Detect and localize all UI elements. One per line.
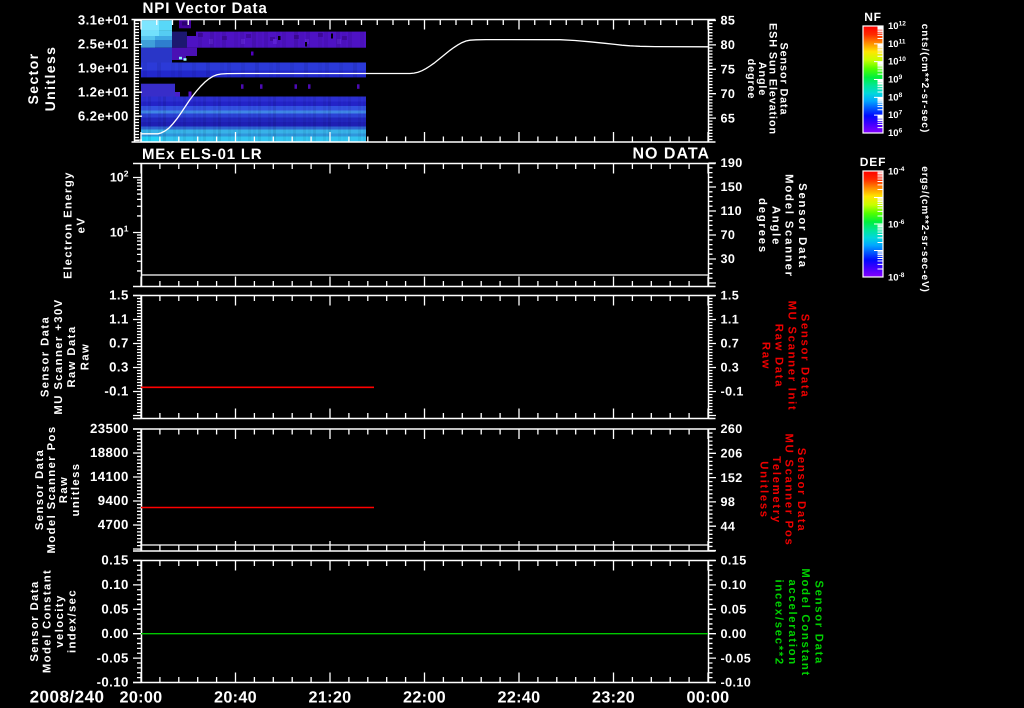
svg-text:1010: 1010: [888, 56, 906, 68]
svg-text:2.5e+01: 2.5e+01: [78, 37, 129, 52]
svg-text:18800: 18800: [90, 445, 129, 460]
svg-text:108: 108: [888, 92, 903, 104]
svg-text:00:00: 00:00: [687, 688, 730, 706]
svg-text:65: 65: [721, 111, 736, 125]
svg-text:109: 109: [888, 74, 903, 86]
svg-text:1.9e+01: 1.9e+01: [78, 61, 129, 76]
svg-text:Sensor DataModel Constantveloc: Sensor DataModel Constantvelocityindex/s…: [29, 569, 78, 673]
svg-text:80: 80: [721, 38, 736, 52]
svg-text:0.7: 0.7: [109, 336, 129, 351]
svg-text:107: 107: [888, 110, 903, 122]
svg-text:0.3: 0.3: [721, 361, 740, 375]
svg-text:ergs/(cm**2-sr-sec-eV): ergs/(cm**2-sr-sec-eV): [919, 166, 930, 293]
svg-text:106: 106: [888, 128, 903, 140]
svg-text:23:20: 23:20: [592, 688, 635, 706]
svg-text:Sensor DataESH Sun ElevationAn: Sensor DataESH Sun ElevationAngledegree: [745, 23, 789, 135]
svg-text:260: 260: [721, 422, 743, 436]
svg-text:21:20: 21:20: [309, 688, 352, 706]
svg-text:9400: 9400: [98, 493, 129, 508]
svg-text:0.15: 0.15: [721, 554, 747, 568]
svg-text:1012: 1012: [888, 21, 906, 33]
svg-text:2008/240: 2008/240: [30, 687, 105, 706]
svg-text:75: 75: [721, 63, 736, 77]
svg-text:1.2e+01: 1.2e+01: [78, 84, 129, 99]
svg-text:-0.10: -0.10: [721, 676, 752, 690]
svg-text:23500: 23500: [90, 421, 129, 436]
svg-text:4700: 4700: [98, 517, 129, 532]
svg-text:1011: 1011: [888, 38, 906, 50]
svg-text:Sensor DataMU Scanner +30VRaw: Sensor DataMU Scanner +30VRaw DataRaw: [40, 298, 92, 414]
svg-text:22:40: 22:40: [498, 688, 541, 706]
svg-text:-0.1: -0.1: [104, 384, 128, 399]
svg-text:1.1: 1.1: [109, 312, 129, 327]
svg-text:cnts/(cm**2-sr-sec): cnts/(cm**2-sr-sec): [919, 24, 930, 134]
svg-text:0.15: 0.15: [101, 553, 128, 568]
svg-text:14100: 14100: [90, 469, 129, 484]
svg-text:-0.05: -0.05: [721, 651, 752, 665]
svg-text:1.5: 1.5: [109, 288, 129, 303]
svg-text:DEF: DEF: [860, 155, 886, 169]
svg-text:Sensor DataModel ScannerAngled: Sensor DataModel ScannerAngledegrees: [756, 174, 808, 278]
svg-text:Sensor DataMU Scanner PosTelem: Sensor DataMU Scanner PosTelemetryUnitle…: [757, 434, 807, 547]
svg-text:10-6: 10-6: [888, 219, 905, 231]
svg-text:190: 190: [721, 156, 743, 170]
svg-text:152: 152: [721, 471, 743, 485]
svg-text:1.5: 1.5: [721, 289, 740, 303]
svg-text:20:00: 20:00: [120, 688, 163, 706]
svg-text:1.1: 1.1: [721, 313, 740, 327]
svg-text:Sensor DataMU Scanner InitRaw: Sensor DataMU Scanner InitRaw DataRaw: [760, 301, 811, 412]
svg-text:30: 30: [721, 252, 736, 266]
svg-text:NO DATA: NO DATA: [632, 146, 710, 163]
svg-text:0.05: 0.05: [101, 602, 128, 617]
svg-text:6.2e+00: 6.2e+00: [78, 108, 129, 123]
svg-text:10-8: 10-8: [888, 272, 905, 284]
svg-text:0.00: 0.00: [101, 626, 128, 641]
svg-text:3.1e+01: 3.1e+01: [78, 13, 129, 28]
svg-text:0.00: 0.00: [721, 627, 747, 641]
svg-text:NF: NF: [864, 10, 882, 24]
svg-text:Sensor DataModel Constantaccel: Sensor DataModel Constantaccelerationinc…: [772, 568, 824, 677]
svg-text:NPI Vector Data: NPI Vector Data: [143, 0, 268, 17]
svg-text:Electron EnergyeV: Electron EnergyeV: [63, 171, 88, 279]
svg-text:0.10: 0.10: [101, 577, 128, 592]
svg-text:150: 150: [721, 180, 743, 194]
svg-text:-0.10: -0.10: [97, 675, 129, 690]
svg-text:110: 110: [721, 204, 743, 218]
svg-text:SectorUnitless: SectorUnitless: [25, 46, 58, 112]
svg-text:10-4: 10-4: [888, 166, 905, 178]
svg-text:0.10: 0.10: [721, 578, 747, 592]
svg-text:20:40: 20:40: [214, 688, 257, 706]
svg-text:-0.05: -0.05: [97, 650, 129, 665]
svg-text:44: 44: [721, 519, 736, 533]
svg-text:70: 70: [721, 228, 736, 242]
svg-text:0.7: 0.7: [721, 337, 740, 351]
svg-text:70: 70: [721, 87, 736, 101]
svg-text:-0.1: -0.1: [721, 385, 744, 399]
svg-text:MEx ELS-01 LR: MEx ELS-01 LR: [142, 146, 262, 163]
svg-text:85: 85: [721, 14, 736, 28]
svg-text:206: 206: [721, 447, 743, 461]
svg-text:0.05: 0.05: [721, 603, 747, 617]
svg-text:98: 98: [721, 495, 736, 509]
svg-text:Sensor DataModel Scanner PosRa: Sensor DataModel Scanner PosRawunitless: [34, 425, 82, 553]
svg-text:22:00: 22:00: [403, 688, 446, 706]
svg-text:0.3: 0.3: [109, 360, 129, 375]
